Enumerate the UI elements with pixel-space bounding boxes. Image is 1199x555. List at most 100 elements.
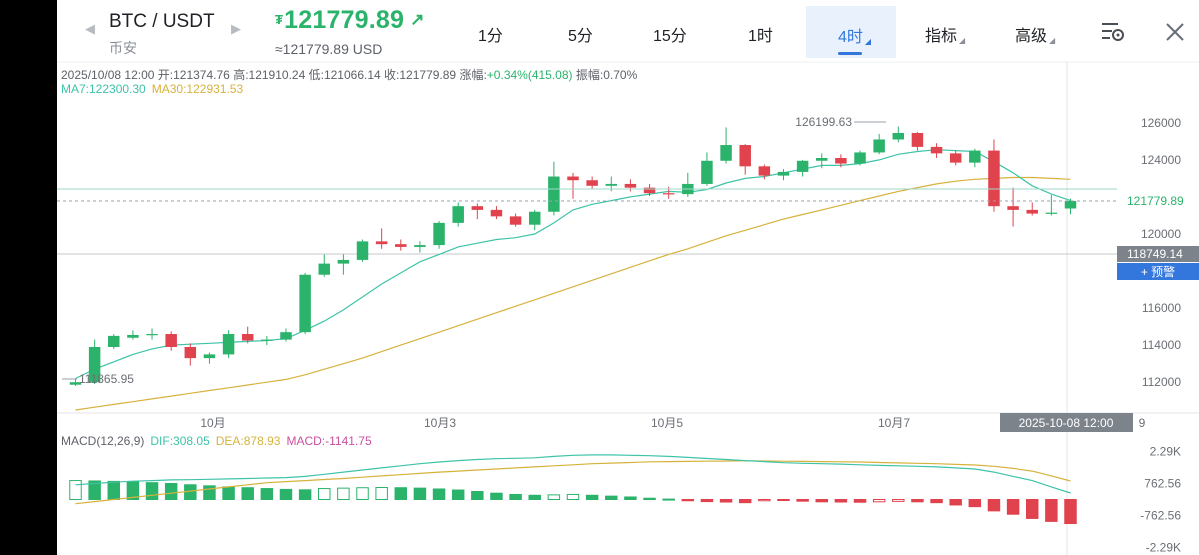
tab-4h[interactable]: 4时 ◢	[806, 6, 896, 58]
close-icon[interactable]	[1165, 22, 1185, 42]
chart-settings-icon[interactable]	[1100, 20, 1126, 44]
macd-bar	[872, 499, 886, 503]
candle-body	[701, 160, 713, 184]
macd-bar	[451, 489, 465, 500]
candle-body	[662, 193, 675, 195]
macd-bar	[547, 494, 561, 500]
candle-body	[108, 335, 120, 347]
macd-bar	[126, 481, 140, 501]
open-value: 121374.76	[173, 68, 230, 82]
ma-info: MA7:122300.30 MA30:122931.53	[61, 82, 243, 96]
candlestick-chart[interactable]: 126000 124000 120000 116000 114000 112000 1217…	[57, 0, 1199, 555]
candle-body	[643, 187, 656, 194]
macd-bar	[930, 499, 943, 504]
candle-body	[280, 332, 292, 340]
candle-body	[796, 160, 809, 172]
candle-body	[88, 347, 101, 383]
macd-bar	[700, 499, 714, 503]
change-value: +0.34%(415.08)	[486, 68, 573, 82]
macd-bar	[356, 487, 369, 501]
time-label: 10月5	[651, 416, 683, 430]
candle-body	[720, 145, 732, 161]
symbol-title[interactable]: BTC / USDT	[109, 11, 215, 32]
price-tick: 116000	[1142, 301, 1181, 315]
candle-body	[777, 171, 790, 176]
ma30-value: MA30:122931.53	[151, 82, 244, 96]
macd-bar	[145, 482, 159, 500]
candle-body	[337, 259, 350, 264]
candle-body	[854, 152, 866, 164]
macd-bar	[375, 487, 388, 501]
dif-value: DIF:308.05	[150, 434, 210, 448]
price-tick: 114000	[1142, 338, 1181, 352]
tab-15m[interactable]: 15分	[653, 28, 687, 45]
low-annotation: 111865.95	[79, 372, 134, 386]
candle-body	[375, 241, 388, 245]
macd-bar	[203, 485, 216, 500]
macd-bar	[432, 488, 446, 500]
macd-bar	[164, 483, 178, 500]
candle-body	[509, 216, 522, 225]
macd-bar	[490, 492, 503, 500]
macd-bar	[681, 499, 695, 502]
candle-body	[1007, 206, 1019, 210]
macd-bar	[260, 488, 274, 500]
current-price: ₮121779.89 ↗	[275, 6, 425, 35]
macd-bar	[107, 480, 121, 501]
advanced-menu[interactable]: 高级 ◢	[1015, 22, 1055, 46]
macd-bar	[279, 488, 293, 500]
time-label: 10月7	[878, 416, 910, 430]
indicator-label: 指标	[925, 28, 958, 45]
candle-body	[892, 132, 905, 140]
ma7-line	[75, 149, 1071, 380]
chevron-right-icon[interactable]: ▶	[231, 21, 241, 36]
candle-body	[127, 334, 139, 338]
macd-bar	[834, 499, 848, 503]
chevron-left-icon[interactable]: ◀	[85, 21, 95, 36]
macd-bar	[662, 498, 675, 501]
time-label: 10月	[200, 416, 225, 430]
indicator-menu[interactable]: 指标 ◢	[925, 22, 965, 46]
low-label: 低:	[308, 68, 324, 82]
macd-bar	[337, 487, 350, 501]
candle-body	[165, 334, 177, 347]
time-label: 10月3	[424, 416, 456, 430]
candle-body	[528, 211, 541, 225]
macd-bar	[298, 489, 312, 500]
current-price-label: 121779.89	[1127, 194, 1184, 208]
tab-1m[interactable]: 1分	[478, 28, 503, 45]
macd-bar	[853, 499, 867, 503]
high-annotation: 126199.63	[795, 115, 852, 129]
macd-bar	[585, 494, 599, 500]
open-label: 开:	[157, 68, 174, 82]
dea-value: DEA:878.93	[215, 434, 281, 448]
macd-bar	[318, 488, 331, 500]
macd-bar	[815, 499, 828, 503]
macd-bar	[413, 487, 427, 501]
close-label: 收:	[384, 68, 400, 82]
candle-body	[184, 347, 197, 359]
high-label: 高:	[233, 68, 249, 82]
macd-bar	[758, 499, 771, 502]
low-value: 121066.14	[323, 68, 381, 82]
dea-line	[75, 460, 1071, 505]
tab-4h-label: 4时	[838, 29, 863, 46]
advanced-label: 高级	[1015, 28, 1048, 45]
change-label: 涨幅:	[459, 68, 487, 82]
macd-bar	[1006, 499, 1020, 515]
candle-body	[911, 132, 924, 147]
currency-symbol: ₮	[275, 12, 284, 27]
candle-body	[318, 263, 330, 275]
macd-bar	[394, 487, 408, 501]
macd-bar	[719, 499, 733, 503]
macd-bar	[987, 499, 1001, 512]
candle-body	[1026, 209, 1038, 214]
candle-body	[299, 274, 311, 333]
tab-1h[interactable]: 1时	[748, 28, 773, 45]
candle-body	[69, 382, 82, 385]
tab-5m[interactable]: 5分	[568, 28, 593, 45]
app-window: ◀ BTC / USDT 币安 ▶ ₮121779.89 ↗ ≈121779.89…	[57, 0, 1199, 555]
candle-body	[356, 241, 369, 260]
macd-tick: -2.29K	[1146, 541, 1181, 555]
candle-body	[146, 334, 158, 336]
